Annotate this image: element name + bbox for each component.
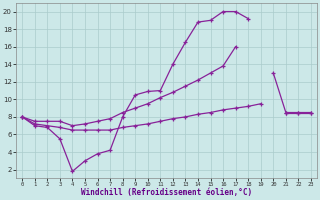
X-axis label: Windchill (Refroidissement éolien,°C): Windchill (Refroidissement éolien,°C): [81, 188, 252, 197]
